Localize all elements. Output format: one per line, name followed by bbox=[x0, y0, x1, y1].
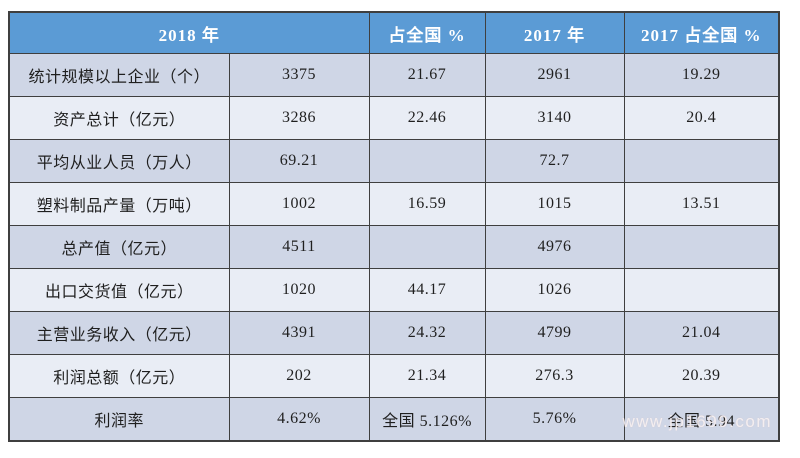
value-cell: 1026 bbox=[484, 268, 625, 312]
value-cell: 20.4 bbox=[623, 96, 780, 140]
statistics-table-container: 2018 年 占全国 % 2017 年 2017 占全国 % 统计规模以上企业（… bbox=[8, 11, 780, 442]
row-label-cell: 资产总计（亿元） bbox=[8, 96, 230, 140]
value-cell: 21.67 bbox=[368, 53, 486, 97]
value-cell: 1020 bbox=[228, 268, 370, 312]
value-cell: 2961 bbox=[484, 53, 625, 97]
value-cell: 4.62% bbox=[228, 397, 370, 442]
table-row: 出口交货值（亿元） 1020 44.17 1026 bbox=[8, 268, 780, 312]
table-row: 利润率 4.62% 全国 5.126% 5.76% 全国 5.94 bbox=[8, 397, 780, 442]
row-label-cell: 总产值（亿元） bbox=[8, 225, 230, 269]
value-cell: 20.39 bbox=[623, 354, 780, 398]
value-cell: 4976 bbox=[484, 225, 625, 269]
value-cell: 19.29 bbox=[623, 53, 780, 97]
row-label-cell: 利润总额（亿元） bbox=[8, 354, 230, 398]
table-row: 塑料制品产量（万吨） 1002 16.59 1015 13.51 bbox=[8, 182, 780, 226]
value-cell: 276.3 bbox=[484, 354, 625, 398]
value-cell bbox=[368, 225, 486, 269]
table-row: 平均从业人员（万人） 69.21 72.7 bbox=[8, 139, 780, 183]
statistics-table: 2018 年 占全国 % 2017 年 2017 占全国 % 统计规模以上企业（… bbox=[8, 11, 780, 442]
table-row: 资产总计（亿元） 3286 22.46 3140 20.4 bbox=[8, 96, 780, 140]
value-cell: 3375 bbox=[228, 53, 370, 97]
value-cell: 4511 bbox=[228, 225, 370, 269]
value-cell: 全国 5.94 bbox=[623, 397, 780, 442]
table-row: 利润总额（亿元） 202 21.34 276.3 20.39 bbox=[8, 354, 780, 398]
row-label-cell: 统计规模以上企业（个） bbox=[8, 53, 230, 97]
value-cell: 1015 bbox=[484, 182, 625, 226]
value-cell: 72.7 bbox=[484, 139, 625, 183]
value-cell: 3286 bbox=[228, 96, 370, 140]
value-cell: 全国 5.126% bbox=[368, 397, 486, 442]
header-row: 2018 年 占全国 % 2017 年 2017 占全国 % bbox=[8, 11, 780, 54]
value-cell: 16.59 bbox=[368, 182, 486, 226]
value-cell: 21.04 bbox=[623, 311, 780, 355]
row-label-cell: 主营业务收入（亿元） bbox=[8, 311, 230, 355]
header-cell-share-2018: 占全国 % bbox=[368, 11, 486, 54]
row-label-cell: 平均从业人员（万人） bbox=[8, 139, 230, 183]
value-cell: 44.17 bbox=[368, 268, 486, 312]
row-label-cell: 塑料制品产量（万吨） bbox=[8, 182, 230, 226]
table-row: 总产值（亿元） 4511 4976 bbox=[8, 225, 780, 269]
row-label-cell: 出口交货值（亿元） bbox=[8, 268, 230, 312]
header-cell-2017: 2017 年 bbox=[484, 11, 625, 54]
value-cell: 21.34 bbox=[368, 354, 486, 398]
value-cell: 1002 bbox=[228, 182, 370, 226]
value-cell: 24.32 bbox=[368, 311, 486, 355]
value-cell bbox=[623, 139, 780, 183]
table-header: 2018 年 占全国 % 2017 年 2017 占全国 % bbox=[8, 11, 780, 54]
value-cell: 3140 bbox=[484, 96, 625, 140]
value-cell bbox=[368, 139, 486, 183]
value-cell: 4799 bbox=[484, 311, 625, 355]
value-cell: 22.46 bbox=[368, 96, 486, 140]
value-cell bbox=[623, 268, 780, 312]
value-cell: 5.76% bbox=[484, 397, 625, 442]
value-cell: 69.21 bbox=[228, 139, 370, 183]
table-row: 统计规模以上企业（个） 3375 21.67 2961 19.29 bbox=[8, 53, 780, 97]
value-cell: 202 bbox=[228, 354, 370, 398]
header-cell-2018: 2018 年 bbox=[8, 11, 370, 54]
value-cell: 13.51 bbox=[623, 182, 780, 226]
header-cell-share-2017: 2017 占全国 % bbox=[623, 11, 780, 54]
row-label-cell: 利润率 bbox=[8, 397, 230, 442]
table-row: 主营业务收入（亿元） 4391 24.32 4799 21.04 bbox=[8, 311, 780, 355]
value-cell: 4391 bbox=[228, 311, 370, 355]
value-cell bbox=[623, 225, 780, 269]
table-body: 统计规模以上企业（个） 3375 21.67 2961 19.29 资产总计（亿… bbox=[8, 53, 780, 442]
